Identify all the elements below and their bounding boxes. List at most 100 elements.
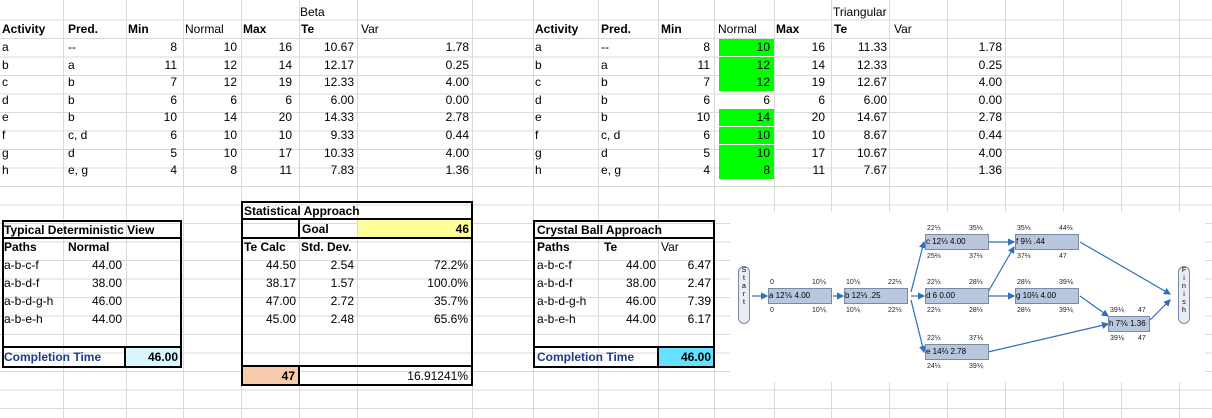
beta-cell[interactable]: 12.17 [323, 57, 354, 72]
triangular-cell[interactable]: 8 [763, 163, 770, 178]
triangular-cell[interactable]: 0.00 [978, 92, 1002, 107]
beta-cell[interactable]: f [2, 128, 6, 142]
triangular-cell[interactable]: 14 [811, 57, 825, 72]
det-normal[interactable]: 44.00 [91, 312, 122, 326]
triangular-cell[interactable]: 7 [703, 75, 710, 90]
beta-cell[interactable]: 20 [278, 110, 292, 125]
beta-cell[interactable]: 10.33 [323, 145, 354, 160]
triangular-cell[interactable]: 10 [696, 110, 710, 125]
cb-var[interactable]: 7.39 [687, 294, 711, 308]
triangular-cell[interactable]: 12 [756, 57, 770, 72]
beta-cell[interactable]: 1.78 [445, 40, 469, 54]
goal-value[interactable]: 46 [455, 222, 469, 236]
triangular-cell[interactable]: b [601, 75, 608, 90]
triangular-cell[interactable]: d [601, 145, 608, 160]
beta-cell[interactable]: 10 [223, 145, 237, 160]
beta-cell[interactable]: b [2, 57, 9, 72]
beta-cell[interactable]: 11 [279, 163, 292, 178]
beta-cell[interactable]: 0.00 [445, 92, 469, 107]
beta-cell[interactable]: 7 [170, 75, 177, 90]
beta-cell[interactable]: 4.00 [445, 145, 469, 160]
triangular-cell[interactable]: 6 [763, 92, 770, 107]
stat-tecalc[interactable]: 45.00 [265, 312, 296, 326]
cb-path[interactable]: a-b-d-f [537, 276, 573, 290]
cb-path[interactable]: a-b-c-f [537, 258, 572, 272]
beta-cell[interactable]: 6 [170, 92, 177, 107]
beta-cell[interactable]: 8 [230, 163, 237, 178]
beta-cell[interactable]: g [2, 145, 9, 160]
cb-path[interactable]: a-b-d-g-h [537, 294, 587, 308]
triangular-cell[interactable]: 19 [811, 75, 825, 90]
triangular-cell[interactable]: 1.36 [978, 163, 1002, 178]
node-f[interactable]: f 9⅓ .44 [1015, 234, 1079, 250]
det-normal[interactable]: 44.00 [91, 258, 122, 272]
triangular-cell[interactable]: c, d [601, 128, 621, 142]
det-path[interactable]: a-b-c-f [4, 258, 39, 272]
beta-cell[interactable]: b [68, 110, 75, 125]
triangular-cell[interactable]: b [535, 57, 542, 72]
triangular-cell[interactable]: 16 [811, 40, 825, 54]
triangular-cell[interactable]: 4.00 [978, 75, 1002, 90]
cb-var[interactable]: 6.47 [687, 258, 711, 272]
beta-cell[interactable]: a [2, 40, 9, 54]
stat-bottom-input[interactable]: 47 [281, 369, 295, 383]
stat-prob[interactable]: 35.7% [433, 294, 468, 308]
stat-stddev[interactable]: 2.72 [330, 294, 354, 308]
beta-cell[interactable]: c [2, 75, 8, 90]
stat-stddev[interactable]: 1.57 [330, 276, 354, 290]
det-path[interactable]: a-b-d-f [4, 276, 40, 290]
node-e[interactable]: e 14⅔ 2.78 [925, 344, 989, 360]
stat-tecalc[interactable]: 38.17 [265, 276, 296, 290]
triangular-cell[interactable]: 20 [811, 110, 825, 125]
beta-cell[interactable]: 0.44 [445, 128, 469, 142]
cb-te[interactable]: 44.00 [625, 312, 656, 326]
cb-var[interactable]: 2.47 [687, 276, 711, 290]
triangular-cell[interactable]: f [535, 128, 539, 142]
stat-prob[interactable]: 65.6% [433, 312, 468, 326]
beta-cell[interactable]: 19 [278, 75, 292, 90]
triangular-cell[interactable]: h [535, 163, 542, 178]
beta-cell[interactable]: 12.33 [323, 75, 354, 90]
node-c[interactable]: c 12⅓ 4.00 [925, 234, 989, 250]
beta-cell[interactable]: 17 [278, 145, 292, 160]
beta-cell[interactable]: 16 [278, 40, 292, 54]
triangular-cell[interactable]: 0.44 [978, 128, 1002, 142]
triangular-cell[interactable]: -- [601, 40, 609, 54]
triangular-cell[interactable]: e, g [601, 163, 622, 178]
node-d[interactable]: d 6 0.00 [925, 288, 989, 304]
beta-cell[interactable]: 14.33 [323, 110, 354, 125]
det-path[interactable]: a-b-d-g-h [4, 294, 54, 308]
stat-bottom-result[interactable]: 16.91241% [407, 369, 468, 383]
triangular-cell[interactable]: 10 [811, 128, 825, 142]
beta-cell[interactable]: 6 [170, 128, 177, 142]
triangular-cell[interactable]: 11 [812, 163, 825, 178]
stat-prob[interactable]: 72.2% [433, 258, 468, 272]
beta-cell[interactable]: 5 [170, 145, 177, 160]
beta-cell[interactable]: 12 [223, 57, 237, 72]
triangular-cell[interactable]: 11 [697, 57, 710, 72]
cb-var[interactable]: 6.17 [687, 312, 711, 326]
triangular-cell[interactable]: 14 [756, 110, 770, 125]
triangular-cell[interactable]: 12.67 [856, 75, 887, 90]
triangular-cell[interactable]: 4 [703, 163, 710, 178]
beta-cell[interactable]: a [68, 57, 75, 72]
triangular-cell[interactable]: 0.25 [978, 57, 1002, 72]
node-g[interactable]: g 10⅔ 4.00 [1015, 288, 1079, 304]
triangular-cell[interactable]: e [535, 110, 542, 125]
triangular-cell[interactable]: 10 [756, 128, 770, 142]
beta-cell[interactable]: 2.78 [445, 110, 469, 125]
cb-te[interactable]: 38.00 [625, 276, 656, 290]
triangular-cell[interactable]: 12.33 [856, 57, 887, 72]
triangular-cell[interactable]: 17 [811, 145, 825, 160]
node-b[interactable]: b 12⅓ .25 [844, 288, 908, 304]
cb-te[interactable]: 46.00 [625, 294, 656, 308]
beta-cell[interactable]: e, g [68, 163, 89, 178]
beta-cell[interactable]: e [2, 110, 9, 125]
network-diagram[interactable]: a 12⅚ 4.00 0 10⅚ 0 10⅚ b 12⅓ .25 10⅚ 22⅓ 10⅚ 22⅓… [730, 212, 1205, 382]
triangular-cell[interactable]: 8 [703, 40, 710, 54]
det-normal[interactable]: 38.00 [91, 276, 122, 290]
triangular-cell[interactable]: 1.78 [978, 40, 1002, 54]
triangular-cell[interactable]: c [535, 75, 541, 90]
triangular-cell[interactable]: 8.67 [863, 128, 887, 142]
